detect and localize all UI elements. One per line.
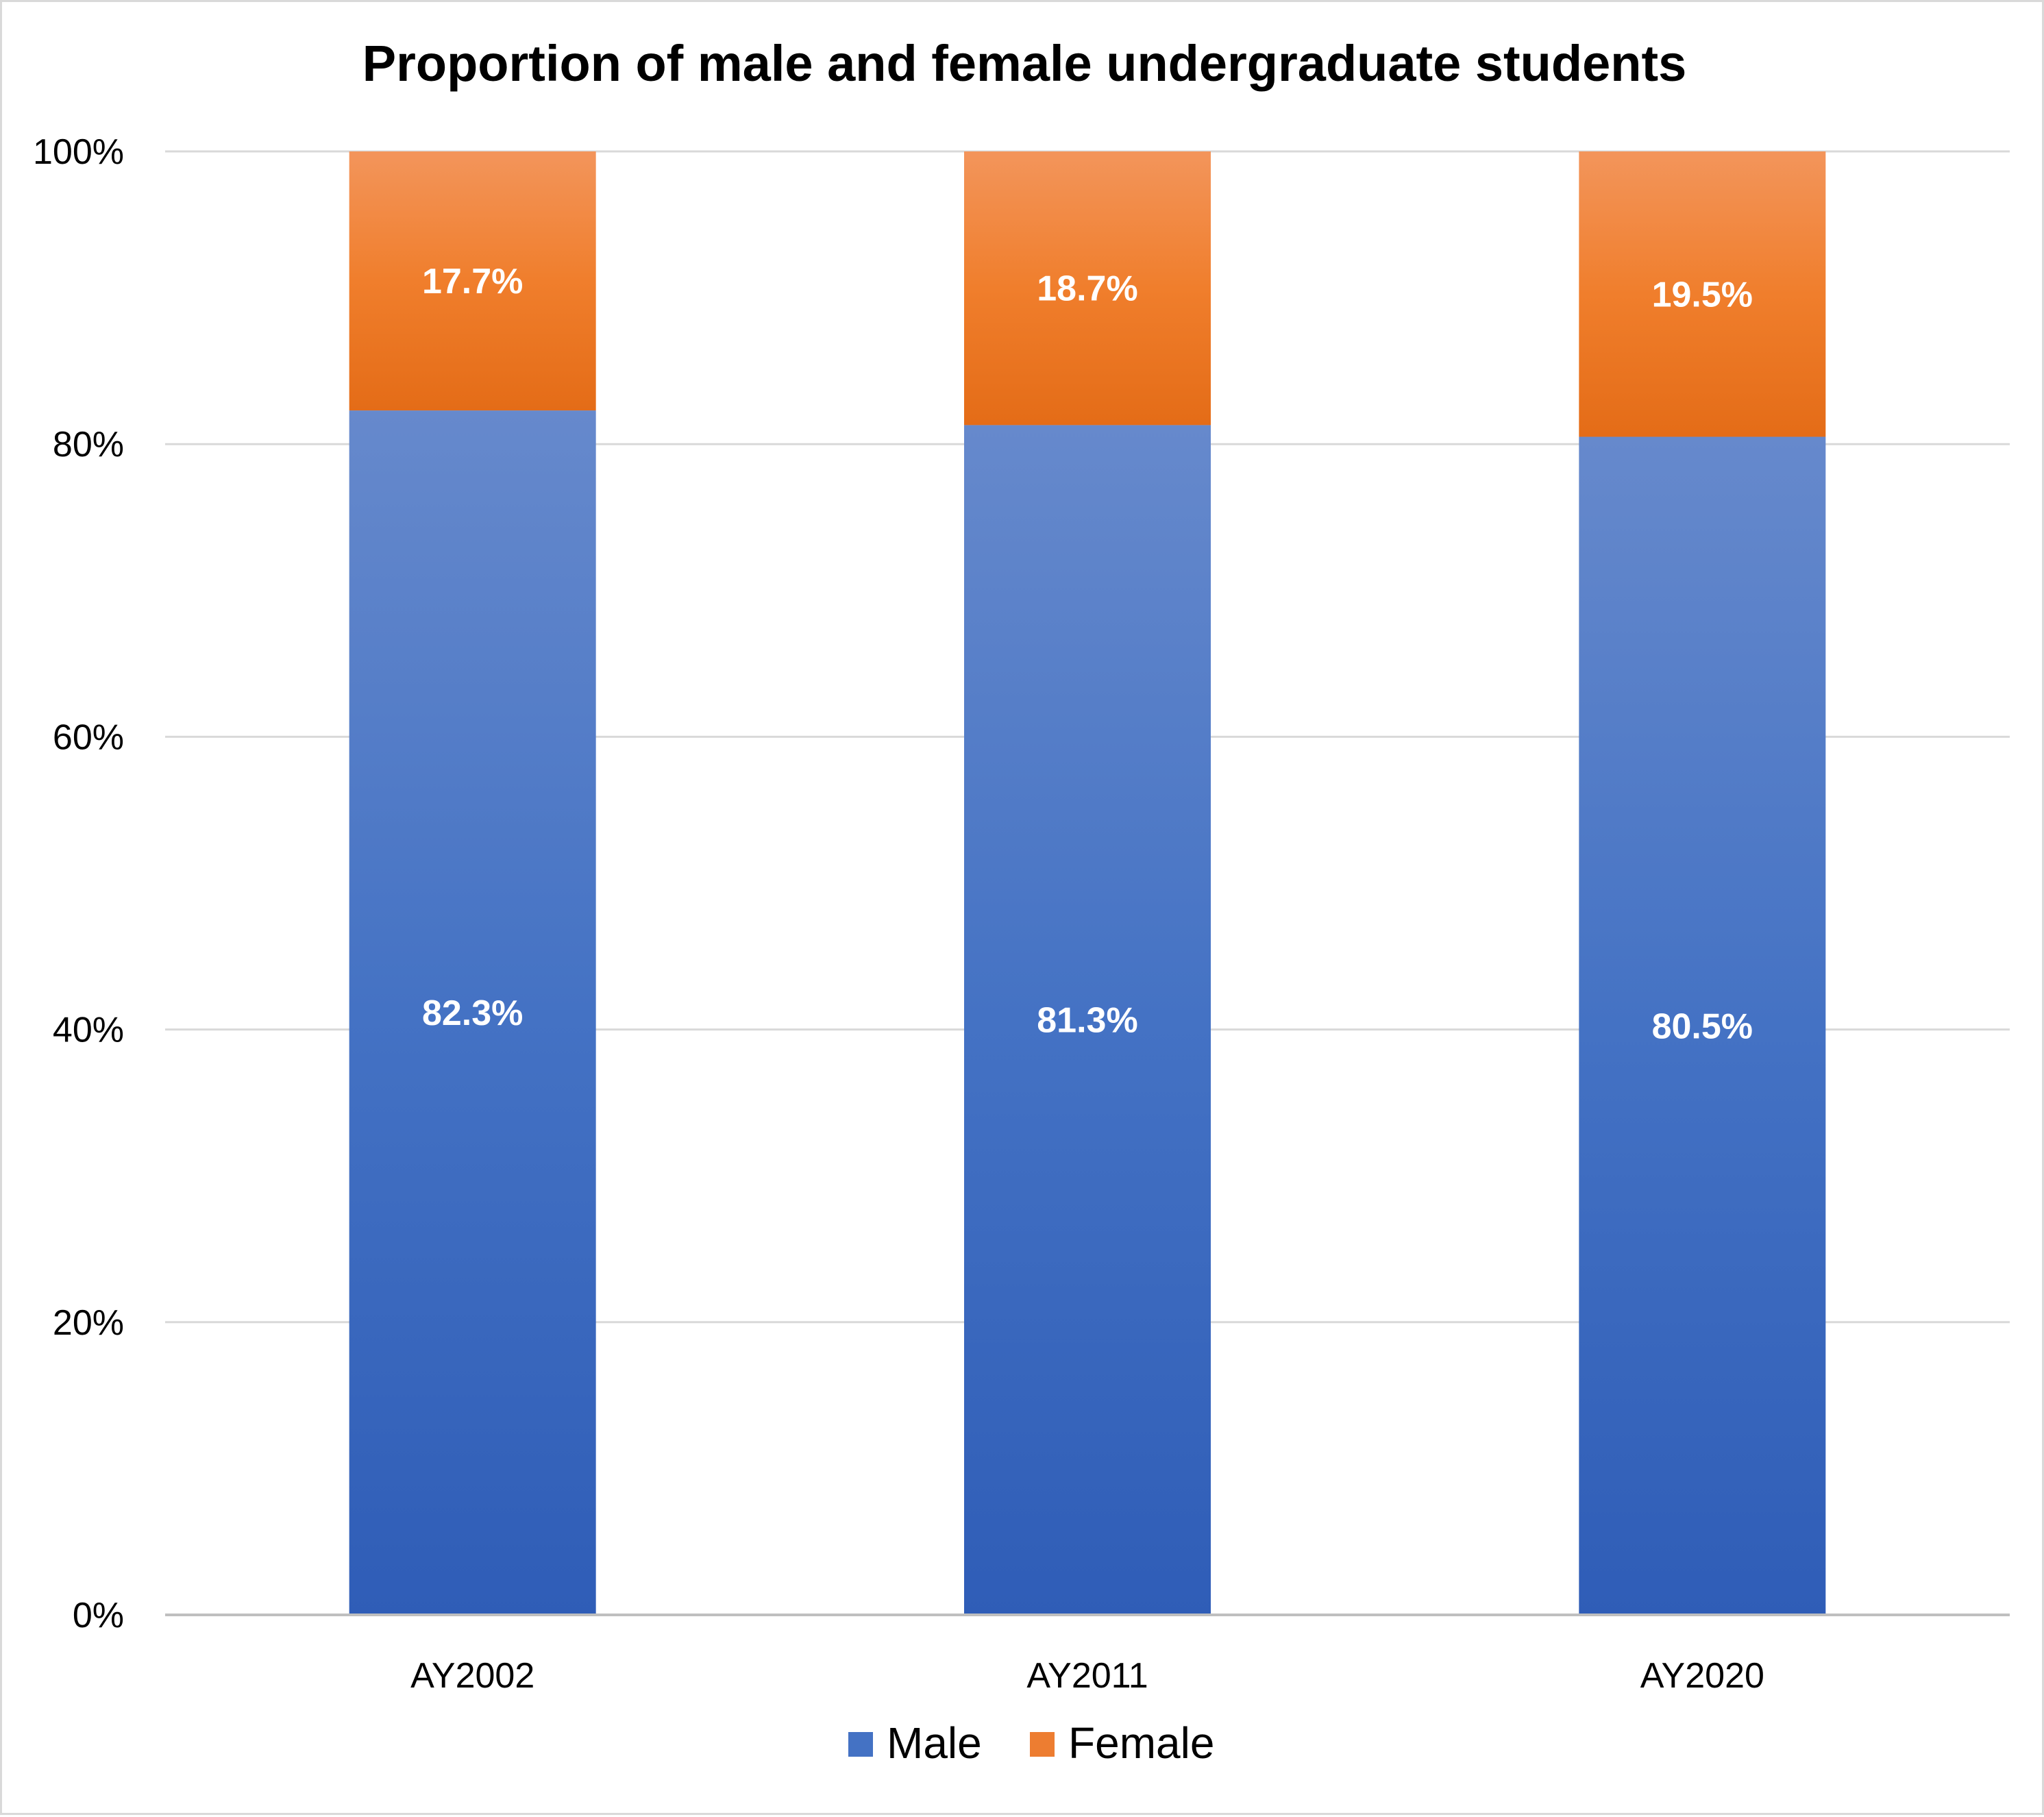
legend-label-male: Male <box>887 1718 982 1768</box>
y-axis-tick-labels: 0% 20% 40% 60% 80% 100% <box>33 132 124 1635</box>
data-labels: 82.3% 17.7% 81.3% 18.7% 80.5% 19.5% <box>422 262 1753 1046</box>
bar-male-ay2002 <box>349 410 596 1615</box>
bar-female-ay2020 <box>1579 151 1826 437</box>
bar-male-ay2020 <box>1579 436 1826 1615</box>
y-tick-label: 60% <box>53 717 124 757</box>
x-axis-tick-labels: AY2002 AY2011 AY2020 <box>410 1656 1764 1696</box>
data-label-female-ay2002: 17.7% <box>422 262 523 301</box>
y-tick-label: 20% <box>53 1303 124 1343</box>
y-tick-label: 40% <box>53 1011 124 1050</box>
bar-female-ay2002 <box>349 151 596 411</box>
x-tick-label: AY2002 <box>410 1656 534 1696</box>
data-label-male-ay2020: 80.5% <box>1652 1006 1753 1046</box>
data-label-male-ay2011: 81.3% <box>1037 1001 1137 1041</box>
chart-title: Proportion of male and female undergradu… <box>362 35 1687 92</box>
legend-swatch-female <box>1030 1732 1055 1757</box>
data-label-female-ay2020: 19.5% <box>1652 275 1753 314</box>
x-tick-label: AY2011 <box>1026 1656 1148 1696</box>
bars <box>349 151 1826 1615</box>
legend: Male Female <box>848 1718 1214 1768</box>
y-tick-label: 80% <box>53 425 124 465</box>
legend-label-female: Female <box>1068 1718 1214 1768</box>
y-tick-label: 0% <box>73 1596 124 1635</box>
bar-female-ay2011 <box>964 151 1211 425</box>
data-label-female-ay2011: 18.7% <box>1037 269 1137 309</box>
legend-swatch-male <box>848 1732 873 1757</box>
data-label-male-ay2002: 82.3% <box>422 993 523 1033</box>
bar-male-ay2011 <box>964 425 1211 1615</box>
x-tick-label: AY2020 <box>1640 1656 1764 1696</box>
y-tick-label: 100% <box>33 132 124 172</box>
